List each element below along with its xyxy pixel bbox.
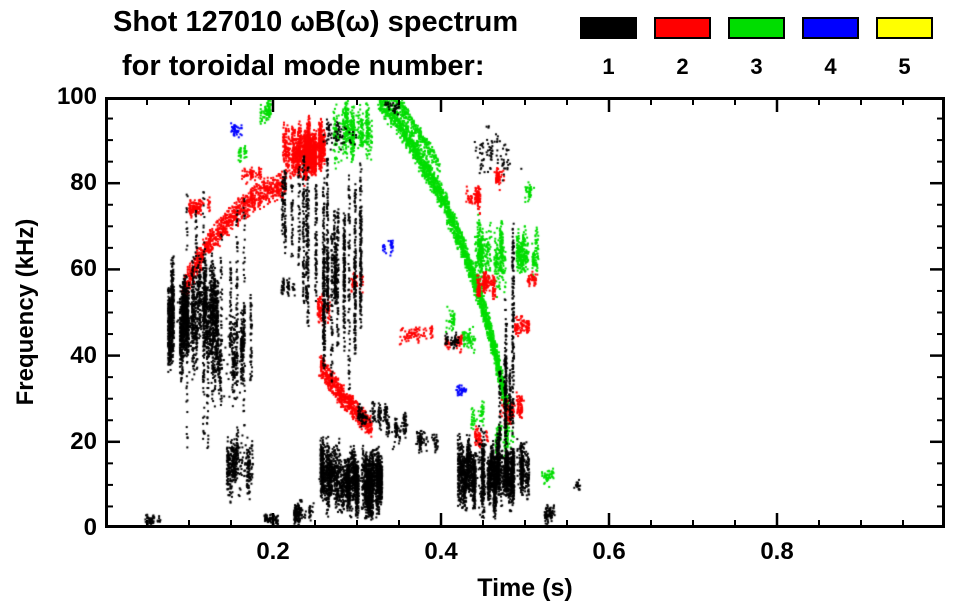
x-tick-label: 0.6 — [592, 538, 626, 565]
legend-swatch-mode-1 — [580, 17, 637, 39]
y-axis-title: Frequency (kHz) — [12, 218, 39, 406]
legend-mode-number-1: 1 — [602, 54, 615, 79]
x-tick-label: 0.4 — [424, 538, 458, 565]
y-tick-label: 100 — [56, 83, 97, 110]
y-tick-label: 60 — [70, 255, 97, 283]
legend-swatch-mode-3 — [728, 17, 785, 39]
x-tick-label: 0.2 — [256, 538, 290, 565]
x-tick-label: 0.8 — [760, 538, 794, 565]
legend-mode-number-4: 4 — [824, 54, 837, 79]
legend-mode-number-2: 2 — [676, 54, 689, 79]
chart-title-line2: for toroidal mode number: — [122, 50, 485, 82]
x-axis-title: Time (s) — [477, 574, 573, 602]
chart-title-line1: Shot 127010 ωB(ω) spectrum — [113, 6, 519, 38]
plot-area — [105, 97, 945, 528]
spectrogram-canvas — [105, 97, 945, 528]
legend-swatch-mode-2 — [654, 17, 711, 39]
y-tick-label: 40 — [70, 341, 97, 369]
y-tick-label: 20 — [70, 427, 97, 455]
legend-mode-number-3: 3 — [750, 54, 763, 79]
y-tick-label: 0 — [83, 514, 97, 541]
legend-mode-numbers: 1 2 3 4 5 — [580, 54, 933, 80]
axes-frame — [105, 97, 945, 528]
legend-mode-number-5: 5 — [898, 54, 911, 79]
legend-swatches — [580, 17, 933, 39]
legend-swatch-mode-5 — [876, 17, 933, 39]
y-tick-label: 80 — [70, 169, 97, 197]
legend-swatch-mode-4 — [802, 17, 859, 39]
